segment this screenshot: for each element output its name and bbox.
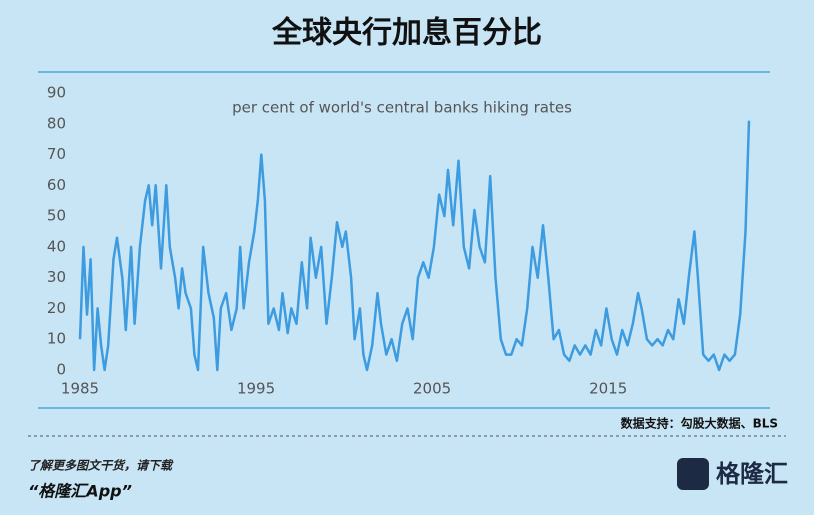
logo: 格隆汇	[716, 460, 788, 488]
source: 数据支持：勾股大数据、BLS	[621, 416, 778, 431]
y-tick-label: 0	[56, 361, 66, 379]
y-tick-label: 20	[47, 299, 66, 317]
footer-note: 了解更多图文干货，请下载	[28, 459, 174, 473]
x-tick-label: 1985	[61, 380, 99, 398]
y-tick-label: 50	[47, 207, 66, 225]
y-tick-label: 30	[47, 268, 66, 286]
y-tick-label: 10	[47, 330, 66, 348]
y-tick-label: 70	[47, 145, 66, 163]
data-line	[78, 120, 751, 372]
x-tick-label: 1995	[237, 380, 275, 398]
chart-subtitle: per cent of world's central banks hiking…	[232, 99, 572, 117]
footer-app: “格隆汇App”	[28, 482, 132, 501]
y-tick-label: 60	[47, 176, 66, 194]
x-tick-label: 2015	[589, 380, 627, 398]
y-tick-label: 90	[47, 84, 66, 102]
x-tick-label: 2005	[413, 380, 451, 398]
logo-icon	[677, 458, 709, 490]
y-tick-label: 80	[47, 114, 66, 132]
chart-title: 全球央行加息百分比	[271, 16, 542, 51]
y-tick-label: 40	[47, 237, 66, 255]
